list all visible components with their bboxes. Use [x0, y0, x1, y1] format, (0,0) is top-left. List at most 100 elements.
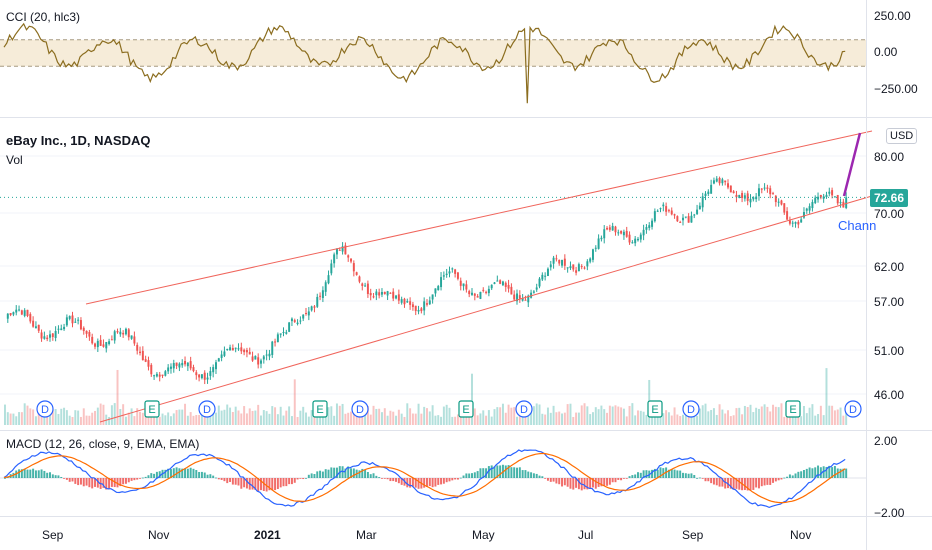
candle-body — [305, 313, 307, 315]
candle-body — [774, 195, 777, 203]
candle-body — [673, 214, 676, 216]
candle-body — [181, 362, 184, 366]
volume-bar — [839, 407, 842, 425]
candle-body — [670, 210, 673, 215]
volume-bar — [431, 405, 434, 425]
macd-histogram-bar — [707, 478, 710, 482]
volume-bar — [302, 406, 305, 425]
volume-bar — [445, 404, 448, 425]
macd-histogram-bar — [645, 470, 648, 478]
macd-histogram-bar — [659, 467, 662, 478]
candle-body — [586, 261, 589, 267]
volume-bar — [15, 416, 18, 425]
macd-pane-separator[interactable] — [0, 430, 932, 431]
macd-histogram-bar — [552, 478, 555, 482]
candle-body — [299, 320, 302, 322]
candle-body — [459, 280, 462, 286]
candle-body — [608, 227, 611, 230]
macd-histogram-bar — [544, 478, 547, 479]
candle-body — [817, 196, 820, 200]
volume-bar — [299, 410, 302, 425]
candle-body — [119, 331, 122, 335]
volume-bar — [285, 410, 288, 425]
macd-histogram-bar — [696, 477, 699, 479]
candle-body — [206, 377, 209, 380]
channel-annotation-text[interactable]: Chann — [838, 218, 877, 233]
volume-bar — [833, 410, 836, 425]
candle-body — [383, 291, 386, 295]
candle-body — [268, 353, 271, 357]
volume-bar — [305, 412, 307, 425]
volume-bar — [684, 415, 687, 425]
candle-body — [527, 295, 530, 303]
candle-body — [808, 206, 811, 211]
channel-upper-line — [85, 130, 873, 305]
macd-histogram-bar — [524, 470, 527, 478]
time-axis-separator — [0, 516, 932, 517]
cci-indicator-label[interactable]: CCI (20, hlc3) — [6, 10, 81, 24]
candle-body — [479, 291, 482, 299]
macd-histogram-bar — [397, 478, 400, 484]
macd-histogram-bar — [746, 478, 749, 491]
candle-body — [763, 187, 766, 189]
macd-histogram-bar — [586, 478, 589, 490]
time-axis-label: Nov — [790, 528, 812, 542]
volume-bar — [845, 406, 848, 425]
candle-body — [352, 263, 355, 272]
volume-bar — [366, 405, 369, 425]
candle-body — [423, 301, 426, 311]
macd-histogram-bar — [490, 465, 493, 478]
candle-body — [262, 356, 265, 360]
macd-histogram-bar — [85, 478, 88, 486]
macd-histogram-bar — [527, 471, 530, 478]
candle-body — [341, 246, 344, 252]
cci-tick-label: 250.00 — [874, 9, 911, 23]
candle-body — [240, 347, 243, 352]
volume-bar — [591, 412, 594, 425]
volume-bar — [310, 410, 313, 425]
time-axis-label: Sep — [42, 528, 64, 542]
candle-body — [833, 196, 836, 198]
volume-bar — [108, 416, 111, 425]
candle-body — [487, 288, 490, 294]
macd-histogram-bar — [237, 478, 240, 486]
volume-bar — [456, 414, 459, 425]
macd-histogram-bar — [651, 469, 654, 478]
candle-body — [617, 232, 620, 234]
candle-body — [606, 227, 609, 230]
volume-bar — [769, 411, 772, 425]
volume-bar — [257, 404, 260, 425]
macd-histogram-bar — [752, 478, 755, 490]
macd-indicator-label[interactable]: MACD (12, 26, close, 9, EMA, EMA) — [6, 437, 200, 451]
macd-histogram-bar — [617, 478, 620, 480]
macd-histogram-bar — [271, 478, 274, 491]
time-axis-label: 2021 — [254, 528, 281, 542]
macd-histogram-bar — [766, 478, 769, 485]
macd-histogram-bar — [383, 478, 386, 479]
symbol-title[interactable]: eBay Inc., 1D, NASDAQ — [6, 133, 151, 148]
candle-body — [234, 347, 237, 349]
currency-button[interactable]: USD — [886, 128, 918, 144]
macd-histogram-bar — [296, 478, 299, 480]
macd-histogram-bar — [735, 478, 738, 489]
macd-histogram-bar — [324, 469, 327, 478]
volume-bar — [400, 413, 403, 425]
candle-body — [88, 332, 91, 337]
volume-bar — [212, 411, 215, 425]
candle-body — [473, 293, 476, 296]
candle-body — [414, 305, 417, 312]
macd-histogram-bar — [769, 478, 772, 485]
volume-bar — [409, 408, 412, 425]
cci-pane-separator[interactable] — [0, 117, 932, 118]
candle-body — [397, 294, 400, 301]
macd-histogram-bar — [561, 478, 564, 487]
macd-histogram-bar — [442, 478, 445, 484]
macd-histogram-bar — [341, 466, 344, 478]
candle-body — [330, 263, 333, 274]
macd-histogram-bar — [440, 478, 443, 485]
volume-bar — [4, 404, 6, 425]
volume-label[interactable]: Vol — [6, 153, 23, 167]
macd-histogram-bar — [217, 478, 220, 480]
